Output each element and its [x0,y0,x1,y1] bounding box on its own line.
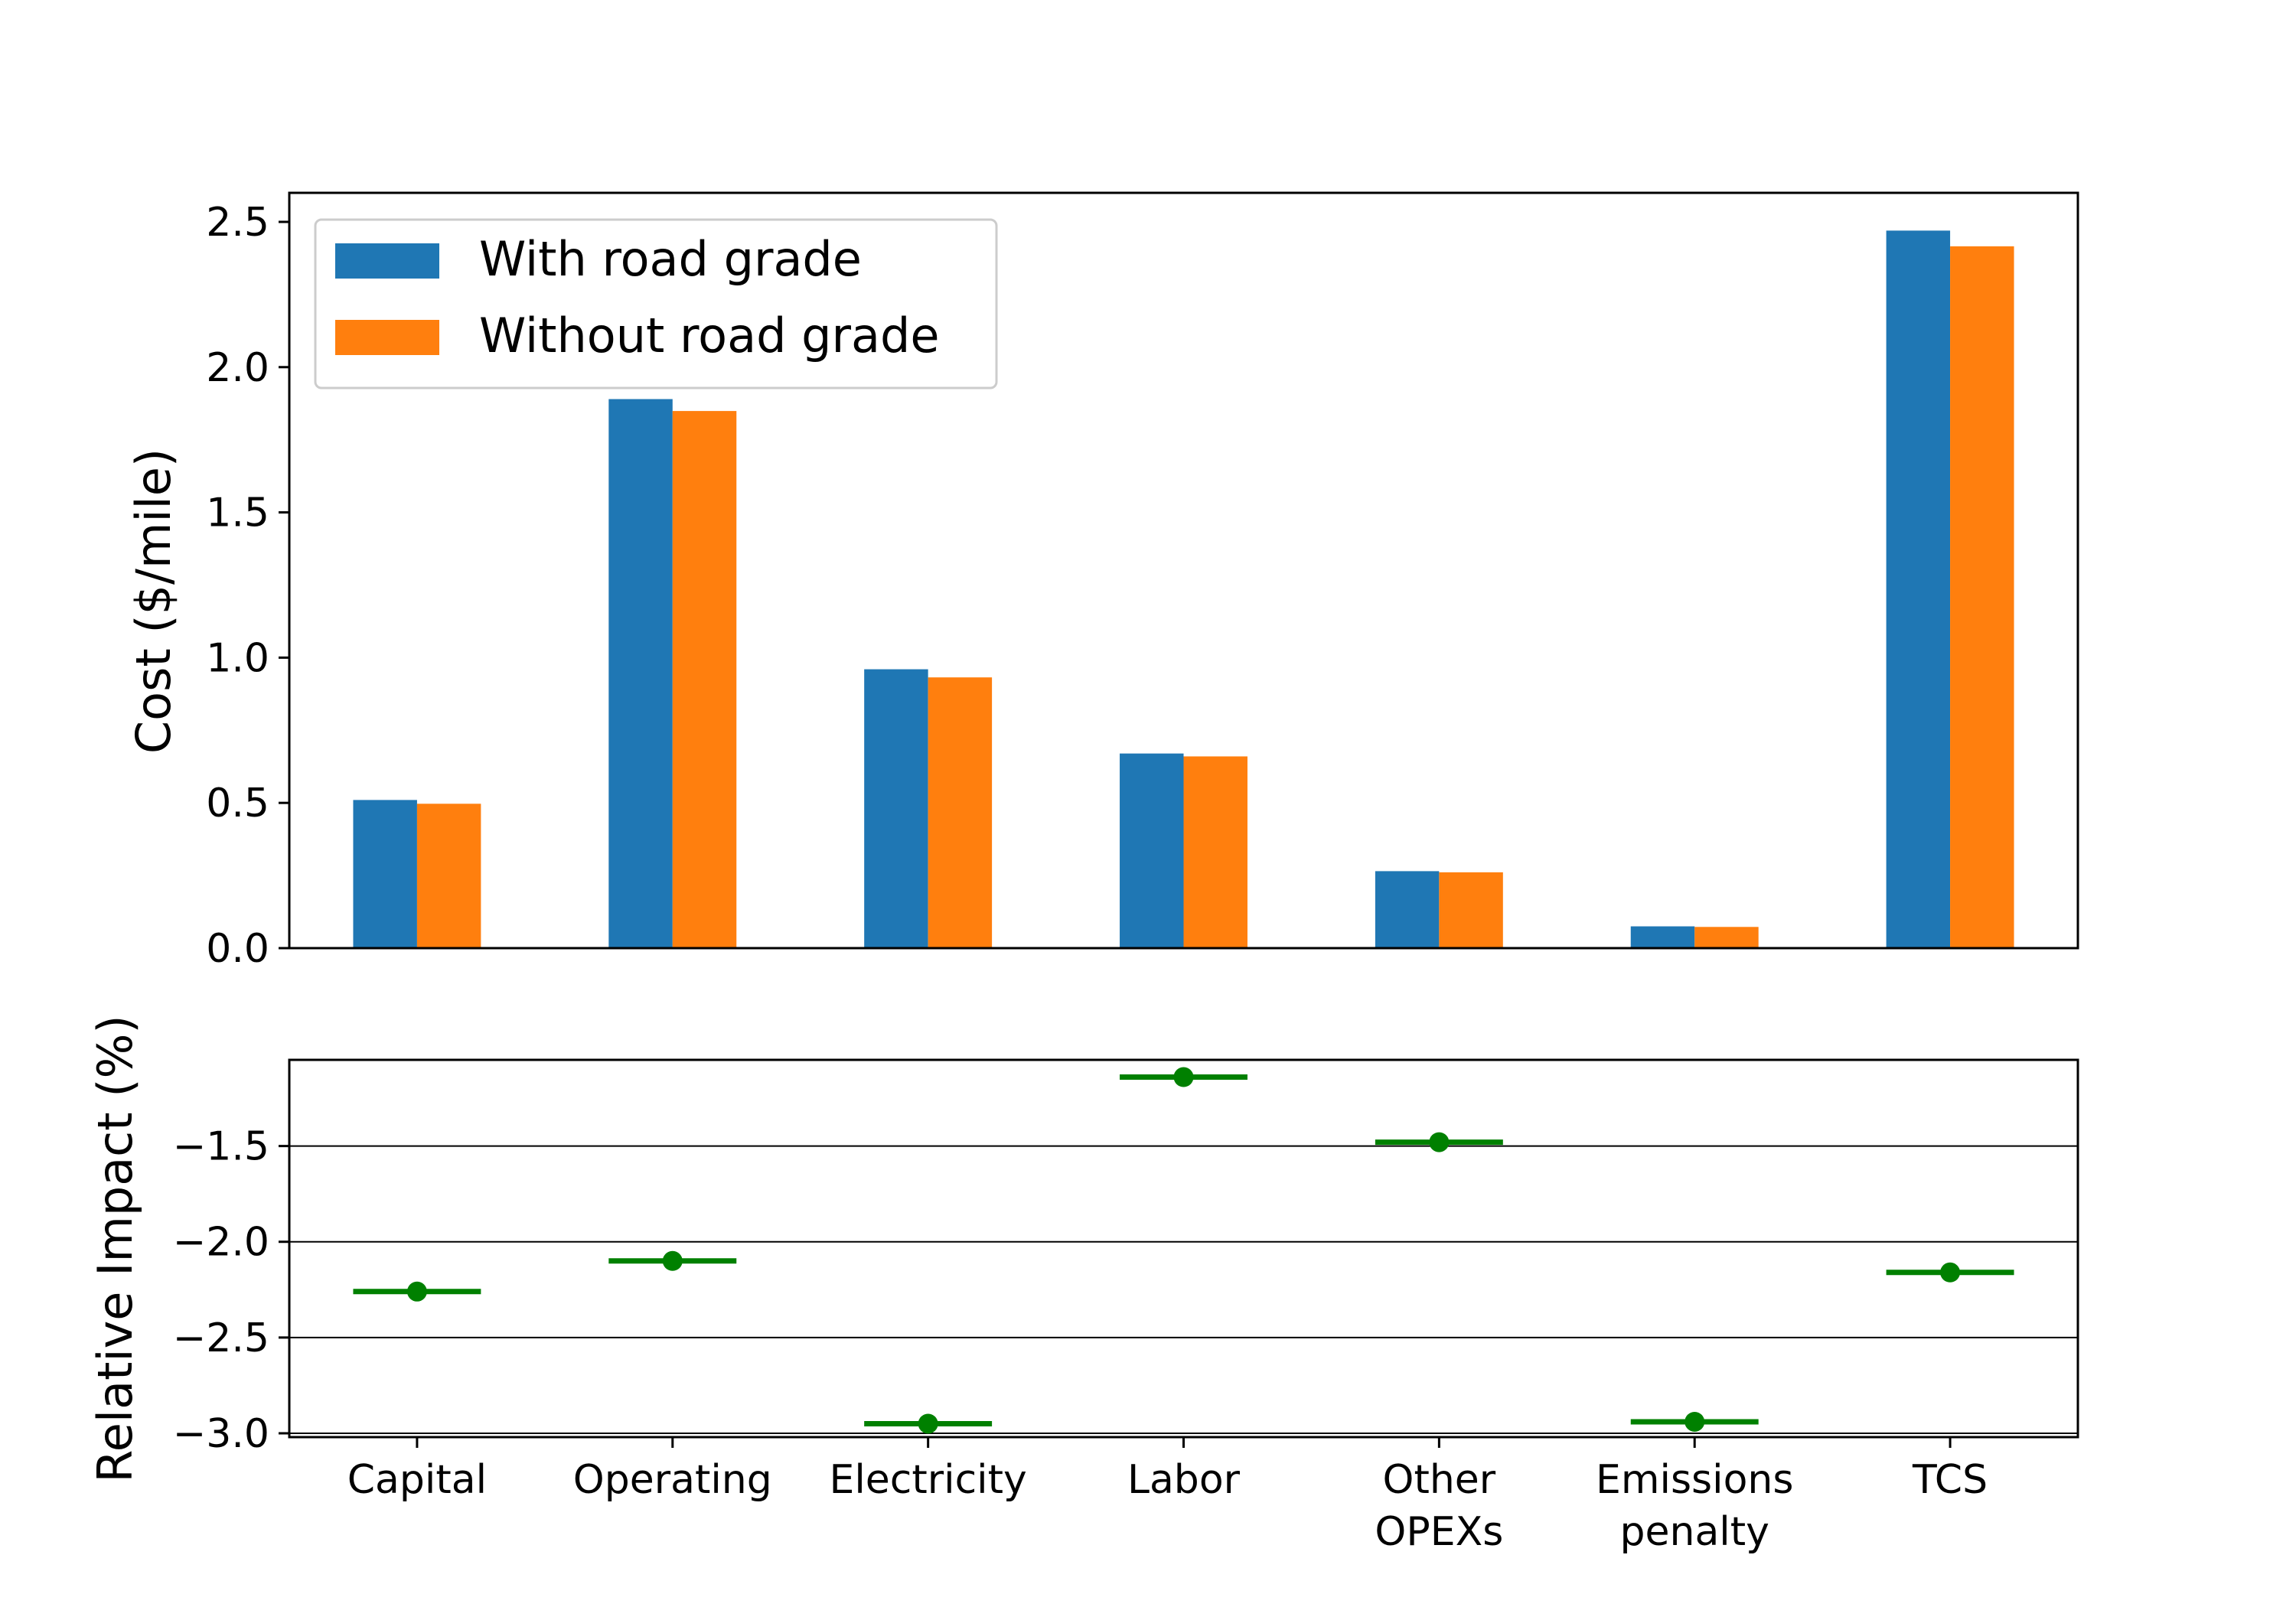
bar-without-road-grade-other-opexs [1439,872,1503,948]
legend-swatch-with-road-grade [335,243,439,279]
x-tick-label: penalty [1619,1509,1769,1555]
y-tick-label: 0.0 [206,926,269,972]
impact-point-capital [406,1281,427,1302]
x-tick-label: Operating [573,1457,772,1503]
bar-with-road-grade-capital [353,800,417,948]
x-tick-label: Other [1383,1457,1496,1503]
plot-frame [288,191,2079,950]
legend-label-with-road-grade: With road grade [479,231,862,287]
x-tick-label: TCS [1912,1457,1988,1503]
bar-without-road-grade-tcs [1950,246,2014,948]
cost-bar-chart: 0.0 0.5 1.0 1.5 2.0 2.5 Cost ($/mile) With ro… [126,191,2079,972]
y-tick-label: −1.5 [173,1124,269,1170]
impact-markers [353,1067,2014,1434]
impact-point-labor [1173,1067,1194,1087]
y-tick-label: −2.0 [173,1220,269,1266]
plot-frame [288,1058,2079,1439]
impact-point-electricity [918,1413,938,1434]
horizontal-gridlines [289,1145,2078,1434]
y-tick-label: 1.5 [206,491,269,536]
y-axis-ticks: −3.0 −2.5 −2.0 −1.5 [173,1124,289,1457]
bar-without-road-grade-electricity [928,677,993,948]
x-tick-label: Electricity [829,1457,1026,1503]
legend-swatch-without-road-grade [335,320,439,355]
y-axis-label: Relative Impact (%) [87,1015,143,1482]
bar-with-road-grade-tcs [1886,230,1951,949]
y-tick-label: 2.0 [206,345,269,391]
bar-with-road-grade-other-opexs [1375,871,1440,948]
y-tick-label: −3.0 [173,1411,269,1457]
y-axis-label: Cost ($/mile) [126,448,181,754]
x-tick-label: Emissions [1596,1457,1793,1503]
legend: With road grade Without road grade [314,218,998,390]
y-axis-ticks: 0.0 0.5 1.0 1.5 2.0 2.5 [206,200,289,972]
bar-without-road-grade-labor [1183,756,1247,948]
impact-point-tcs [1940,1262,1961,1283]
x-tick-label: Capital [347,1457,487,1503]
y-tick-label: −2.5 [173,1315,269,1361]
bar-without-road-grade-emissions-penalty [1694,927,1759,948]
legend-label-without-road-grade: Without road grade [479,308,939,363]
bar-without-road-grade-operating [672,411,737,948]
bar-without-road-grade-capital [416,804,481,948]
impact-point-operating [662,1250,683,1271]
y-tick-label: 2.5 [206,200,269,246]
bar-with-road-grade-emissions-penalty [1630,926,1695,948]
impact-point-other-opexs [1429,1132,1450,1152]
x-tick-label: Labor [1127,1457,1241,1503]
y-tick-label: 0.5 [206,781,269,826]
impact-point-emissions-penalty [1684,1411,1705,1432]
bars-group [353,230,2014,949]
bar-with-road-grade-operating [608,399,673,948]
legend-box [314,218,998,390]
bar-with-road-grade-labor [1120,753,1184,948]
x-tick-label: OPEXs [1375,1509,1503,1555]
bar-with-road-grade-electricity [864,669,928,948]
y-tick-label: 1.0 [206,635,269,681]
x-axis-ticks: Capital Operating Electricity Labor Other OPE… [347,1437,1988,1555]
relative-impact-chart: −3.0 −2.5 −2.0 −1.5 Capital Operating Electri… [87,1015,2079,1555]
